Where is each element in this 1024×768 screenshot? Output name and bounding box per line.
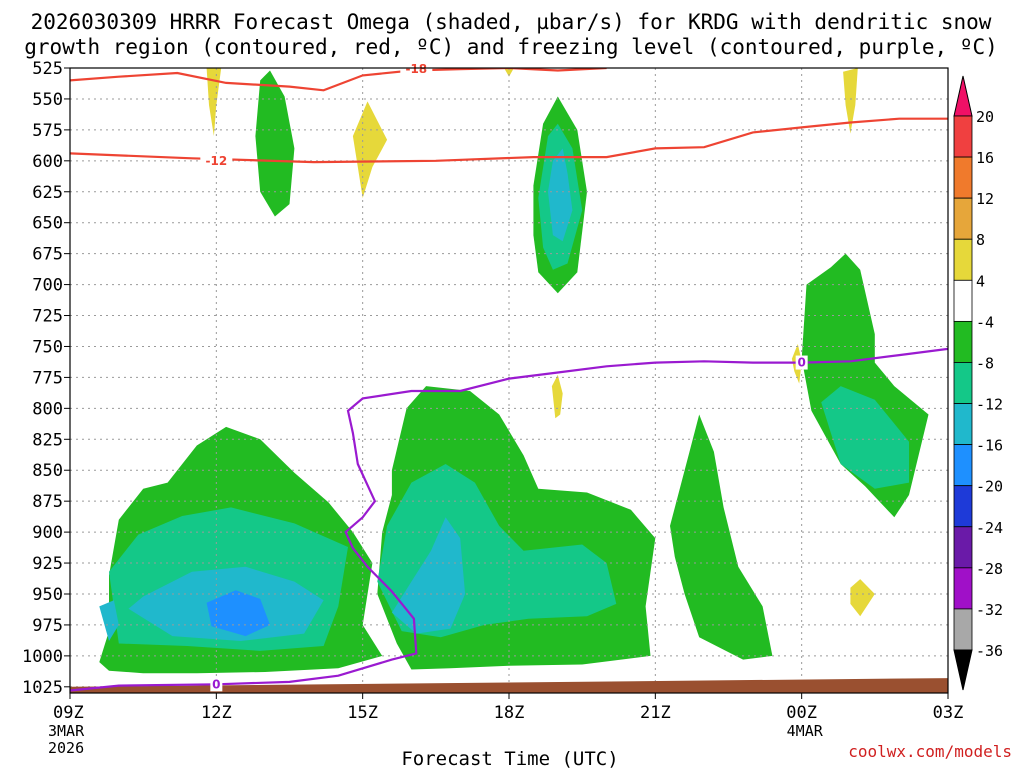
- omega-region-4-20: [850, 579, 875, 617]
- omega-region-neg12-11: [391, 517, 466, 634]
- y-tick-label: 700: [32, 276, 63, 296]
- y-tick-label: 675: [32, 245, 63, 265]
- y-tick-label: 800: [32, 399, 63, 419]
- terrain-fill: [70, 678, 948, 693]
- colorbar-swatch-7: [953, 403, 973, 446]
- y-tick-label: 950: [32, 585, 63, 605]
- x-date-label: 3MAR: [48, 722, 85, 740]
- omega-region-4-21: [504, 68, 514, 77]
- omega-region-4-16: [352, 101, 388, 198]
- colorbar-label: -28: [976, 560, 1003, 578]
- grid: [70, 68, 948, 693]
- plot-area: -12 -18 0 0 525 550 575 600 625 650 675 700 725 750 77…: [22, 59, 963, 757]
- colorbar-swatch-0: [953, 115, 973, 158]
- x-tick-label: 15Z: [347, 703, 378, 723]
- y-tick-label: 650: [32, 214, 63, 234]
- chart-title-line1: 2026030309 HRRR Forecast Omega (shaded, …: [31, 10, 992, 34]
- colorbar-label: 20: [976, 108, 994, 126]
- label-bg-freezing-1: [795, 355, 808, 370]
- colorbar-swatch-5: [953, 320, 973, 363]
- y-tick-label: 900: [32, 523, 63, 543]
- colorbar-label: -8: [976, 354, 994, 372]
- colorbar-swatch-3: [953, 238, 973, 281]
- colorbar: 20 16 12 8 4 -4 -8 -12 -16 -20 -24 -28 -32 -36: [953, 75, 1003, 691]
- y-tick-label: 725: [32, 307, 63, 327]
- colorbar-label: -12: [976, 396, 1003, 414]
- colorbar-label: 8: [976, 231, 985, 249]
- freezing-level-label: 0: [212, 677, 220, 691]
- colorbar-swatch-1: [953, 156, 973, 199]
- y-tick-label: 525: [32, 59, 63, 79]
- colorbar-swatch-12: [953, 608, 973, 651]
- y-tick-label: 575: [32, 121, 63, 141]
- label-bg--18: [400, 62, 433, 77]
- contour-labels: -12 -18 0 0: [200, 62, 808, 692]
- omega-region-neg4-5: [255, 70, 295, 217]
- y-tick-label: 775: [32, 368, 63, 388]
- colorbar-label: -20: [976, 478, 1003, 496]
- colorbar-label: -16: [976, 437, 1003, 455]
- y-tick-label: 600: [32, 152, 63, 172]
- label-bg-freezing-0: [210, 677, 223, 692]
- freezing-level-label: 0: [797, 356, 805, 370]
- x-axis-label: Forecast Time (UTC): [401, 748, 618, 768]
- omega-region-neg8-8: [821, 386, 909, 489]
- colorbar-label: -4: [976, 313, 994, 331]
- x-tick-label: 09Z: [53, 703, 84, 723]
- colorbar-swatch-2: [953, 197, 973, 240]
- isotherm-label--18: -18: [405, 62, 427, 76]
- y-tick-label: 1000: [22, 647, 63, 667]
- colorbar-swatch-8: [953, 444, 973, 487]
- colorbar-swatch-11: [953, 567, 973, 610]
- colorbar-label: -24: [976, 519, 1003, 537]
- x-tick-label: 18Z: [494, 703, 525, 723]
- colorbar-label: 4: [976, 272, 985, 290]
- y-axis: 525 550 575 600 625 650 675 700 725 750 775 800 825 8…: [22, 59, 70, 698]
- y-tick-label: 975: [32, 616, 63, 636]
- colorbar-swatch-6: [953, 362, 973, 404]
- y-tick-label: 625: [32, 183, 63, 203]
- colorbar-label: 12: [976, 190, 994, 208]
- isotherm-label--12: -12: [205, 154, 227, 168]
- credit-link[interactable]: coolwx.com/models: [848, 742, 1012, 761]
- x-tick-label: 21Z: [640, 703, 671, 723]
- y-tick-label: 825: [32, 430, 63, 450]
- omega-region-neg12-13: [548, 148, 573, 242]
- x-tick-label: 03Z: [933, 703, 964, 723]
- colorbar-swatch-9: [953, 485, 973, 528]
- x-year-label: 2026: [48, 739, 84, 757]
- omega-region-4-19: [843, 68, 858, 134]
- omega-region-4-15: [206, 68, 222, 137]
- label-bg--12: [200, 153, 233, 168]
- freezing-level-line: [70, 347, 948, 692]
- omega-region-4-17: [551, 374, 563, 419]
- colorbar-top-arrow: [953, 75, 973, 117]
- y-tick-label: 875: [32, 492, 63, 512]
- y-tick-label: 925: [32, 554, 63, 574]
- x-tick-label: 12Z: [201, 703, 232, 723]
- omega-region-neg12-12: [99, 600, 119, 641]
- y-tick-label: 850: [32, 461, 63, 481]
- colorbar-bottom-arrow: [953, 649, 973, 691]
- colorbar-label: -36: [976, 642, 1003, 660]
- y-tick-label: 550: [32, 90, 63, 110]
- omega-region-neg4-2: [670, 414, 773, 660]
- x-date-label: 4MAR: [787, 722, 824, 740]
- y-tick-label: 750: [32, 337, 63, 357]
- omega-shading: [99, 68, 929, 674]
- x-tick-label: 00Z: [786, 703, 817, 723]
- colorbar-label: 16: [976, 149, 994, 167]
- dgz-isotherm--12: [70, 117, 948, 164]
- colorbar-swatch-4: [953, 279, 973, 322]
- colorbar-label: -32: [976, 601, 1003, 619]
- y-tick-label: 1025: [22, 678, 63, 698]
- chart-title-line2: growth region (contoured, red, ºC) and f…: [24, 35, 998, 59]
- omega-region-neg16-14: [206, 590, 270, 637]
- colorbar-swatch-10: [953, 526, 973, 569]
